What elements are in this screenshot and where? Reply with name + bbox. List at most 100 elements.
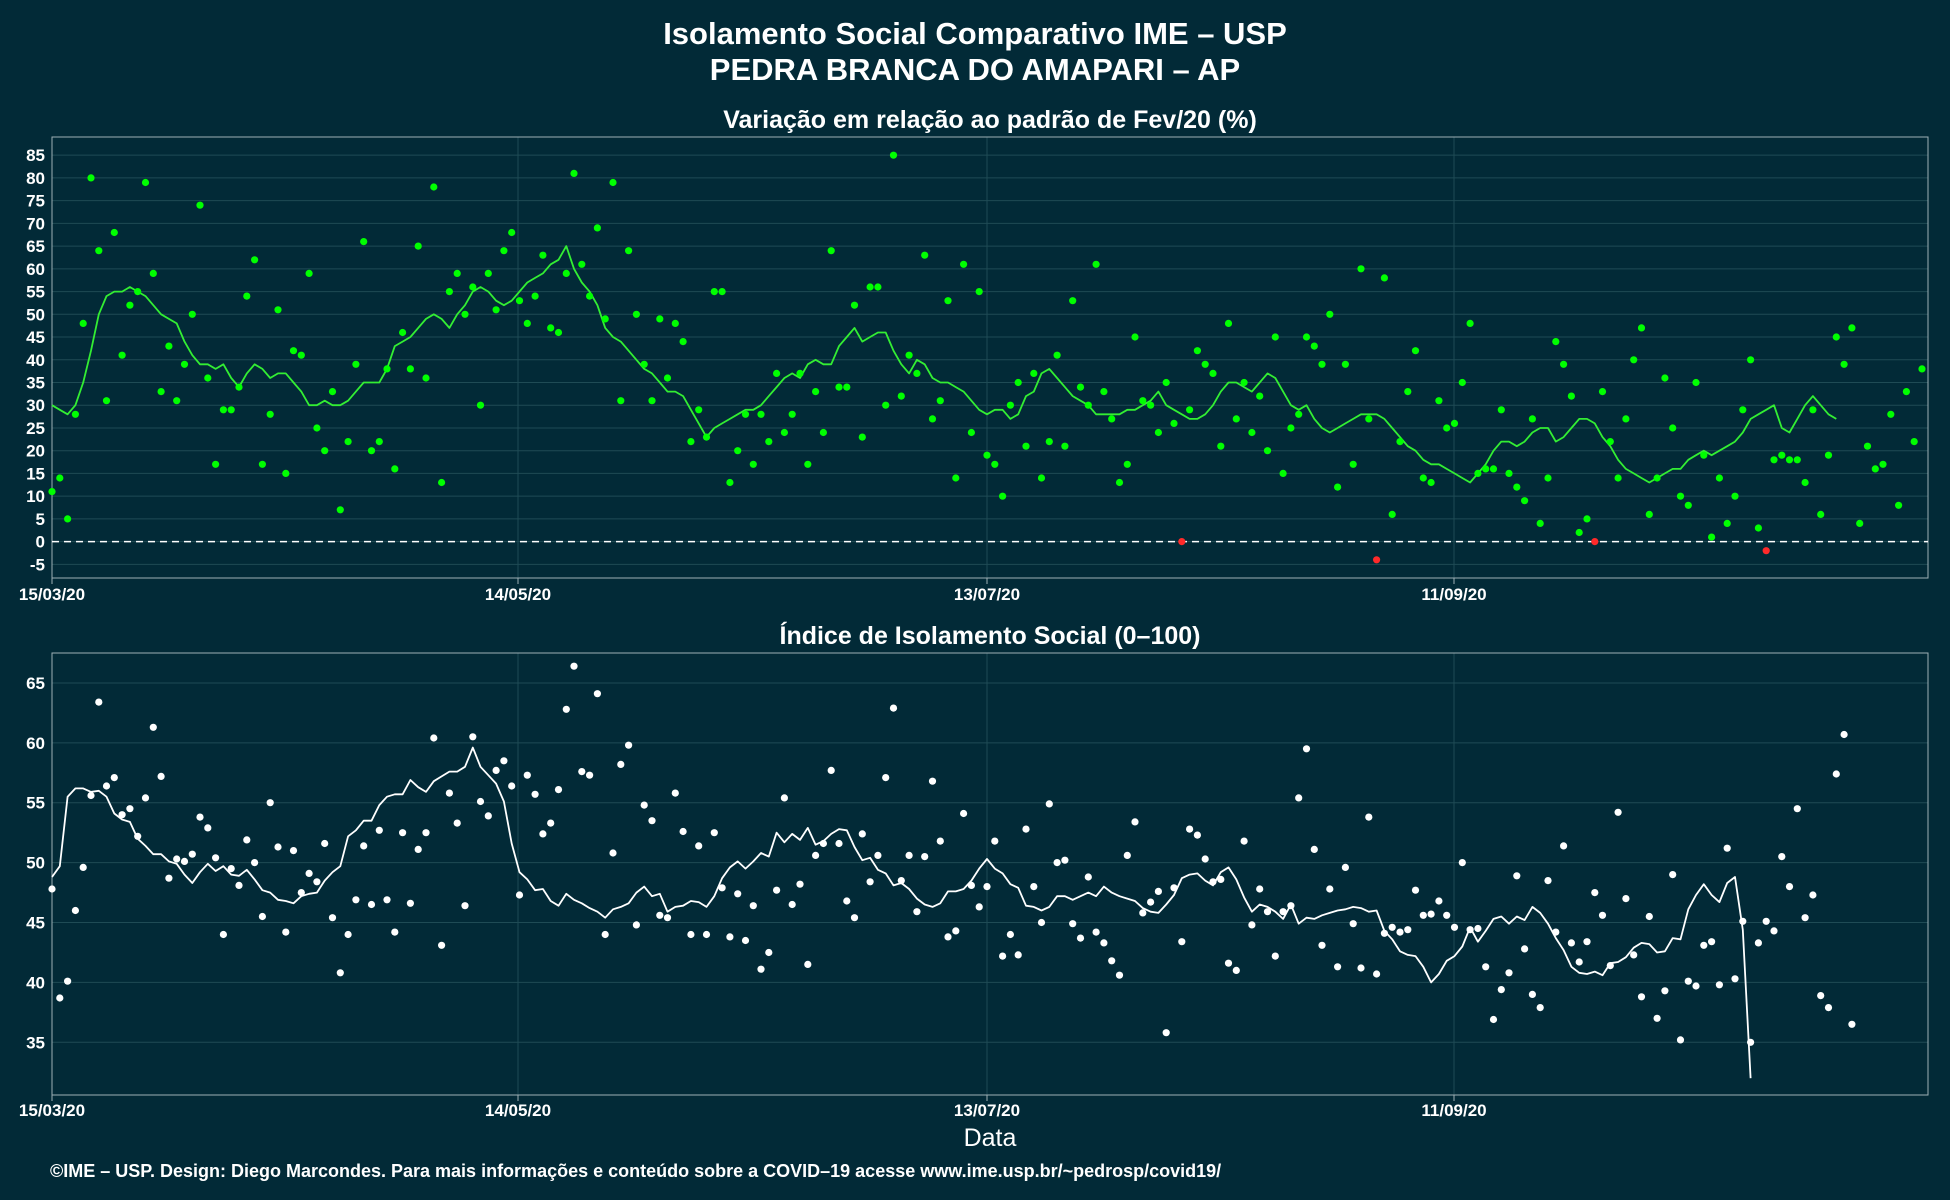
index-data-point xyxy=(461,902,469,910)
index-data-point xyxy=(944,933,952,941)
variation-data-point xyxy=(617,397,625,405)
variation-moving-average-line xyxy=(51,245,1837,484)
variation-data-point xyxy=(1902,388,1910,396)
variation-data-point xyxy=(539,251,547,259)
variation-data-point xyxy=(1295,410,1303,418)
index-data-point xyxy=(1770,927,1778,935)
index-x-tick-label: 14/05/20 xyxy=(485,1101,551,1120)
variation-data-point xyxy=(149,269,157,277)
variation-data-point xyxy=(188,310,196,318)
variation-data-point xyxy=(1388,510,1396,518)
index-data-point xyxy=(1411,886,1420,894)
variation-data-point xyxy=(1536,519,1544,528)
variation-data-point xyxy=(601,315,609,323)
index-data-point xyxy=(788,900,796,909)
variation-data-point xyxy=(1302,333,1311,341)
variation-data-point xyxy=(391,465,399,473)
variation-data-point xyxy=(835,383,843,391)
index-data-point xyxy=(648,817,656,825)
variation-data-point xyxy=(858,433,866,441)
variation-data-point xyxy=(554,328,563,337)
variation-data-point xyxy=(1474,469,1482,477)
index-data-point xyxy=(749,902,757,910)
variation-data-point xyxy=(1606,438,1614,446)
variation-data-point xyxy=(1248,428,1256,437)
variation-data-point xyxy=(165,342,173,350)
variation-data-point xyxy=(406,365,414,373)
index-data-point xyxy=(1567,939,1575,947)
index-data-point xyxy=(1700,941,1708,949)
index-data-point xyxy=(344,930,352,939)
variation-data-point xyxy=(1030,369,1038,377)
index-data-point xyxy=(1466,926,1474,934)
index-y-tick-label: 50 xyxy=(26,854,45,873)
index-data-point xyxy=(118,811,126,819)
index-data-point xyxy=(765,948,773,957)
variation-data-point xyxy=(1669,424,1677,432)
index-data-point xyxy=(1785,883,1794,891)
variation-y-tick-label: 75 xyxy=(26,192,45,211)
index-data-point xyxy=(102,782,111,790)
index-data-point xyxy=(422,829,430,837)
index-data-point xyxy=(827,766,835,775)
variation-data-point xyxy=(1793,456,1801,464)
variation-data-point xyxy=(843,383,851,391)
index-data-point xyxy=(1497,986,1505,994)
variation-data-point xyxy=(1521,497,1529,505)
index-data-point xyxy=(1186,825,1194,833)
index-data-point xyxy=(515,891,524,899)
index-data-point xyxy=(1645,912,1653,921)
variation-data-point xyxy=(1341,360,1349,368)
index-data-point xyxy=(500,757,508,765)
index-data-point xyxy=(383,896,391,904)
index-data-point xyxy=(406,899,414,907)
index-data-point xyxy=(1365,813,1373,821)
index-data-point xyxy=(991,837,999,845)
variation-data-point xyxy=(445,288,453,296)
index-data-point xyxy=(531,790,539,798)
index-data-point xyxy=(1162,1029,1170,1037)
variation-data-point xyxy=(975,288,983,296)
variation-y-tick-label: 30 xyxy=(26,396,45,415)
index-data-point xyxy=(1505,969,1513,977)
variation-data-point xyxy=(889,151,898,159)
index-data-point xyxy=(1279,908,1287,916)
index-data-point xyxy=(1170,884,1178,892)
variation-data-point xyxy=(1256,392,1264,400)
variation-data-point xyxy=(1061,442,1069,450)
variation-data-point xyxy=(983,451,991,459)
variation-data-point xyxy=(1014,378,1022,387)
variation-data-point xyxy=(212,460,220,468)
variation-data-point xyxy=(1349,460,1357,468)
variation-data-point xyxy=(1232,415,1240,423)
index-data-point xyxy=(1045,800,1053,808)
variation-data-point xyxy=(999,492,1007,500)
variation-data-point xyxy=(967,428,976,437)
variation-data-point xyxy=(1209,369,1217,377)
index-data-point xyxy=(282,928,290,936)
variation-data-point xyxy=(531,292,539,300)
variation-data-point xyxy=(375,438,383,446)
index-data-point xyxy=(297,889,305,897)
index-data-point xyxy=(1669,871,1677,879)
index-data-point xyxy=(79,863,87,872)
variation-data-point xyxy=(1747,356,1755,364)
variation-data-point xyxy=(328,388,337,396)
variation-data-point xyxy=(1318,360,1326,368)
variation-data-point xyxy=(180,360,189,368)
index-data-point xyxy=(492,766,500,775)
index-data-point xyxy=(1014,951,1022,959)
variation-data-point xyxy=(313,424,321,432)
variation-data-point xyxy=(1809,406,1817,414)
index-data-point xyxy=(1521,945,1529,953)
variation-data-point xyxy=(1170,419,1178,427)
index-data-point xyxy=(812,851,820,860)
variation-data-point xyxy=(1240,378,1248,387)
index-data-point xyxy=(1263,908,1272,916)
variation-data-point xyxy=(952,474,960,482)
variation-data-point xyxy=(578,260,586,268)
index-panel-title: Índice de Isolamento Social (0–100) xyxy=(780,621,1201,650)
index-data-point xyxy=(773,886,781,894)
variation-data-point xyxy=(1739,406,1747,414)
